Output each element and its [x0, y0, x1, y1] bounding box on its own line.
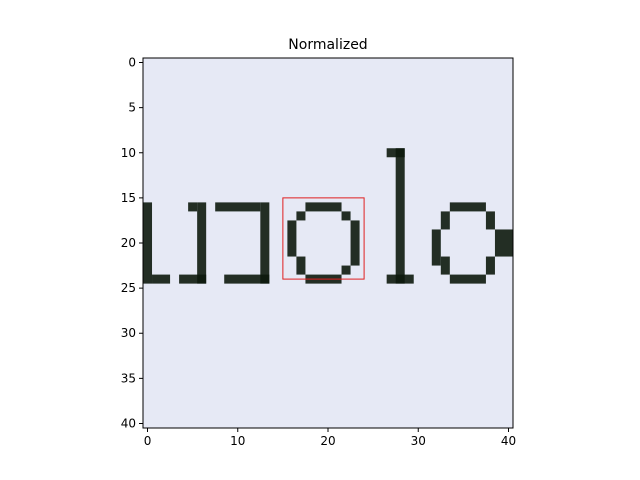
- ink-stroke: [296, 256, 306, 275]
- y-tick-label: 35: [121, 371, 136, 385]
- ink-stroke: [260, 202, 270, 284]
- ink-stroke: [485, 256, 495, 275]
- y-tick-label: 10: [121, 146, 136, 160]
- ink-stroke: [143, 202, 153, 284]
- x-tick-label: 30: [411, 434, 426, 448]
- ink-stroke: [179, 274, 207, 284]
- ink-stroke: [386, 274, 414, 284]
- chart-title: Normalized: [288, 37, 367, 53]
- ink-stroke: [197, 202, 207, 284]
- y-tick-label: 5: [128, 101, 136, 115]
- ink-stroke: [494, 229, 513, 257]
- highlight-box-layer: [282, 197, 365, 280]
- y-tick-label: 40: [121, 416, 136, 430]
- ink-stroke: [395, 148, 405, 284]
- x-tick-label: 10: [230, 434, 245, 448]
- image-area: [143, 58, 513, 428]
- ink-stroke: [449, 202, 486, 212]
- y-tick-label: 0: [128, 56, 136, 70]
- ink-stroke: [449, 274, 486, 284]
- ink-stroke: [341, 265, 351, 275]
- ink-stroke: [305, 202, 342, 212]
- x-axis-ticks: 0 10 20 30 40: [144, 428, 516, 448]
- ink-stroke: [296, 211, 306, 221]
- ink-stroke: [152, 274, 171, 284]
- ink-stroke: [440, 256, 450, 275]
- highlight-box: [282, 197, 365, 280]
- y-tick-label: 15: [121, 191, 136, 205]
- ink-stroke: [440, 211, 450, 230]
- x-tick-label: 20: [320, 434, 335, 448]
- ink-stroke: [485, 211, 495, 230]
- ink-stroke: [350, 220, 360, 266]
- x-tick-label: 40: [501, 434, 516, 448]
- ink-stroke: [431, 229, 441, 266]
- ink-stroke: [215, 202, 261, 212]
- y-tick-label: 25: [121, 281, 136, 295]
- ink-stroke: [224, 274, 270, 284]
- y-tick-label: 20: [121, 236, 136, 250]
- ink-stroke: [287, 220, 297, 257]
- x-tick-label: 0: [144, 434, 152, 448]
- ink-stroke: [188, 202, 198, 212]
- y-tick-label: 30: [121, 326, 136, 340]
- y-axis-ticks: 0 5 10 15 20 25 30 35 40: [121, 56, 143, 430]
- ink-stroke: [341, 211, 351, 221]
